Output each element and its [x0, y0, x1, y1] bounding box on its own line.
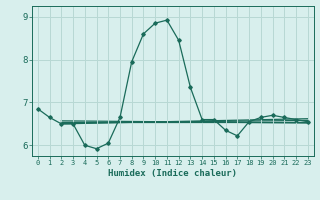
X-axis label: Humidex (Indice chaleur): Humidex (Indice chaleur): [108, 169, 237, 178]
